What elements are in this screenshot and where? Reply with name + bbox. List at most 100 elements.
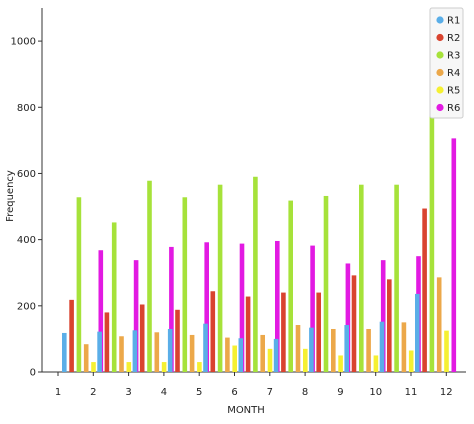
x-tick-label: 9 [337, 387, 343, 398]
x-tick-label: 12 [440, 387, 453, 398]
bar-r1-month-5 [203, 323, 208, 372]
bar-r4-month-3 [154, 332, 160, 372]
x-tick-label: 5 [196, 387, 202, 398]
bar-r2-month-7 [281, 292, 286, 372]
bar-r6-month-4 [204, 242, 209, 372]
bar-r4-month-5 [225, 337, 230, 372]
bar-r1-month-6 [238, 338, 244, 372]
y-axis-label: Frequency [5, 170, 16, 222]
bar-r1-month-8 [309, 327, 314, 372]
legend-marker-r4 [436, 68, 444, 77]
bar-r6-month-7 [310, 245, 315, 372]
bar-r6-month-1 [98, 250, 104, 372]
bar-r3-month-7 [288, 200, 293, 372]
bar-r6-month-5 [239, 243, 245, 372]
x-tick-label: 6 [231, 387, 237, 398]
bar-r2-month-8 [316, 292, 321, 372]
x-tick-label: 2 [90, 387, 96, 398]
bar-r1-month-4 [167, 328, 173, 372]
bar-r5-month-11 [444, 330, 449, 372]
x-tick-label: 3 [125, 387, 131, 398]
bar-r1-month-3 [132, 330, 138, 372]
bar-r3-month-1 [76, 197, 82, 372]
legend-marker-r6 [436, 103, 444, 112]
bar-r1-month-7 [273, 338, 279, 372]
bar-r3-month-6 [253, 176, 258, 372]
bar-r5-month-2 [126, 362, 132, 372]
bar-r4-month-10 [401, 322, 407, 372]
bar-r2-month-3 [139, 304, 145, 372]
bar-r5-month-6 [267, 348, 273, 372]
bar-r1-month-11 [415, 293, 420, 372]
bar-r1-month-9 [344, 325, 349, 372]
bar-r3-month-9 [359, 184, 364, 372]
bar-r3-month-10 [394, 184, 399, 372]
legend-label-r4: R4 [447, 68, 460, 79]
bar-r4-month-1 [83, 344, 89, 372]
bar-r5-month-8 [338, 355, 343, 372]
bar-r4-month-8 [331, 328, 336, 372]
bar-r4-month-11 [436, 277, 442, 372]
bar-r5-month-10 [408, 350, 414, 372]
y-tick-label: 0 [30, 368, 36, 379]
bar-r1-month-1 [62, 332, 67, 372]
x-tick-label: 1 [55, 387, 61, 398]
bar-r5-month-7 [303, 348, 308, 372]
legend-label-r2: R2 [447, 33, 460, 44]
legend-marker-r1 [436, 16, 444, 24]
bar-r2-month-1 [69, 299, 74, 372]
legend: R1 R2 R3 R4 R5 R6 [429, 7, 464, 119]
legend-label-r1: R1 [447, 16, 460, 27]
x-tick-label: 7 [267, 387, 273, 398]
bar-r3-month-3 [147, 180, 152, 372]
x-tick-label: 11 [405, 387, 418, 398]
bar-r1-month-10 [379, 321, 385, 372]
legend-label-r6: R6 [447, 103, 460, 114]
bar-r3-month-4 [182, 197, 188, 372]
legend-marker-r3 [436, 51, 444, 59]
bar-r2-month-5 [210, 291, 216, 372]
bar-r4-month-6 [260, 334, 265, 372]
bar-r1-month-2 [97, 331, 102, 372]
bar-r5-month-9 [373, 355, 379, 372]
legend-label-r5: R5 [447, 86, 460, 97]
bar-r2-month-6 [245, 296, 251, 372]
bar-r3-month-11 [429, 21, 435, 372]
bar-r2-month-11 [422, 208, 427, 372]
bar-r5-month-1 [91, 362, 96, 372]
bar-r4-month-9 [366, 328, 371, 372]
y-tick-label: 200 [17, 301, 36, 312]
bar-r4-month-4 [189, 334, 195, 372]
legend-label-r3: R3 [447, 51, 460, 62]
bar-r2-month-4 [175, 309, 180, 372]
bar-r6-month-8 [345, 263, 351, 372]
bar-r2-month-2 [104, 312, 110, 372]
bar-r2-month-10 [387, 279, 392, 372]
legend-marker-r2 [436, 33, 444, 42]
y-tick-label: 1000 [11, 37, 36, 48]
bar-r6-month-11 [451, 138, 457, 372]
bar-r5-month-5 [232, 345, 237, 372]
bar-r3-month-5 [217, 184, 223, 372]
bar-r6-month-2 [133, 260, 139, 372]
x-tick-label: 10 [369, 387, 382, 398]
bar-r6-month-9 [380, 260, 386, 372]
x-axis-label: MONTH [227, 405, 265, 416]
bar-r6-month-6 [275, 240, 280, 372]
x-tick-label: 4 [161, 387, 167, 398]
bar-r2-month-9 [351, 275, 357, 372]
bar-r3-month-2 [111, 222, 117, 372]
bar-r3-month-8 [323, 195, 329, 372]
y-tick-label: 400 [17, 235, 36, 246]
bar-r6-month-3 [169, 246, 174, 372]
x-tick-label: 8 [302, 387, 308, 398]
bar-r5-month-3 [161, 362, 167, 372]
y-tick-label: 800 [17, 103, 36, 114]
bar-r4-month-2 [119, 336, 124, 372]
bar-r4-month-7 [295, 325, 301, 372]
y-tick-label: 600 [17, 169, 36, 180]
legend-marker-r5 [436, 86, 444, 94]
bar-r5-month-4 [197, 362, 202, 372]
